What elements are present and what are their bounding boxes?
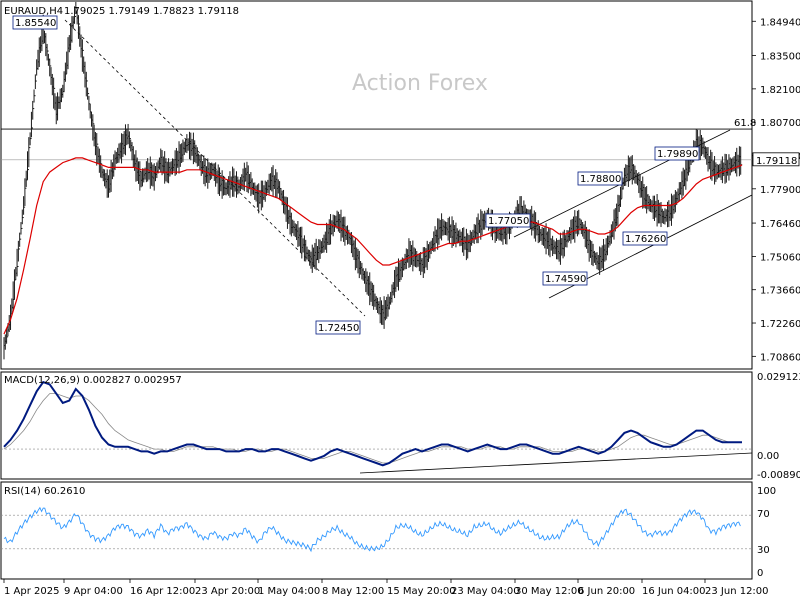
svg-text:1.79890: 1.79890 (657, 149, 698, 160)
macd-trendline (359, 452, 753, 474)
rsi-tick-70: 70 (757, 509, 770, 520)
annotation-swing-4: 1.76260 (622, 231, 668, 246)
annotation-high: 1.85540 (12, 15, 58, 30)
annotation-low: 1.72450 (315, 320, 361, 335)
last-price-tag: 1.79118 (752, 152, 800, 167)
chart-header-symbol: EURAUD,H4 (4, 6, 63, 17)
svg-text:1.74590: 1.74590 (545, 274, 586, 285)
rsi-line (3, 506, 741, 553)
time-tick-label: 1 Apr 2025 (4, 586, 59, 597)
price-tick-label: 1.73660 (760, 286, 800, 297)
macd-signal-line (3, 393, 742, 464)
falling-dashed-trendline (64, 19, 366, 317)
annotation-swing-5: 1.79890 (654, 146, 700, 161)
chart-header-quote: 1.79025 1.79149 1.78823 1.79118 (64, 6, 239, 17)
svg-text:1.85540: 1.85540 (15, 18, 56, 29)
annotation-swing-1: 1.77050 (485, 213, 531, 228)
time-tick-label: 23 Apr 20:00 (195, 586, 260, 597)
time-tick-label: 1 May 04:00 (258, 586, 320, 597)
rsi-tick-30: 30 (757, 545, 770, 556)
time-tick-label: 23 May 04:00 (451, 586, 520, 597)
time-axis: 1 Apr 2025 9 Apr 04:00 16 Apr 12:00 23 Apr … (3, 579, 769, 597)
price-tick-label: 1.70860 (760, 352, 800, 363)
time-tick-label: 23 Jun 12:00 (705, 586, 769, 597)
time-tick-label: 16 Jun 04:00 (642, 586, 706, 597)
macd-tick-top: 0.029123 (757, 372, 800, 383)
rsi-tick-100: 100 (757, 486, 776, 497)
time-tick-label: 16 Apr 12:00 (130, 586, 195, 597)
svg-text:1.78800: 1.78800 (580, 174, 621, 185)
watermark: Action Forex (352, 71, 488, 96)
time-tick-label: 6 Jun 20:00 (578, 586, 635, 597)
annotation-swing-3: 1.78800 (577, 171, 623, 186)
price-tick-label: 1.75060 (760, 252, 800, 263)
price-tick-label: 1.84940 (760, 17, 800, 28)
fib-61.8-label: 61.8 (734, 118, 756, 129)
svg-text:1.72450: 1.72450 (318, 323, 359, 334)
price-tick-label: 1.83500 (760, 52, 800, 63)
time-tick-label: 15 May 20:00 (387, 586, 456, 597)
price-pane[interactable]: Action Forex 1.84940 1.83500 1.82100 1.8070… (0, 0, 800, 370)
annotation-swing-2: 1.74590 (542, 271, 588, 286)
macd-title: MACD(12,26,9) 0.002827 0.002957 (4, 375, 182, 386)
rsi-title: RSI(14) 60.2610 (4, 486, 85, 497)
price-tick-label: 1.77900 (760, 185, 800, 196)
macd-line (3, 380, 742, 467)
macd-tick-bottom: -0.008901 (757, 470, 800, 481)
rsi-tick-0: 0 (757, 568, 763, 579)
price-tick-label: 1.72260 (760, 319, 800, 330)
price-tick-label: 1.82100 (760, 85, 800, 96)
price-tick-label: 1.76460 (760, 219, 800, 230)
svg-text:1.77050: 1.77050 (488, 216, 529, 227)
time-tick-label: 9 Apr 04:00 (64, 586, 123, 597)
macd-pane[interactable]: MACD(12,26,9) 0.002827 0.002957 0.029123… (0, 371, 800, 481)
svg-text:1.76260: 1.76260 (625, 234, 666, 245)
price-tick-label: 1.80700 (760, 118, 800, 129)
macd-tick-zero: 0.00 (757, 451, 779, 462)
time-tick-label: 30 May 12:00 (515, 586, 584, 597)
rsi-pane[interactable]: RSI(14) 60.2610 100 70 30 0 (0, 481, 776, 580)
svg-text:1.79118: 1.79118 (756, 156, 797, 167)
moving-average-line (3, 157, 743, 335)
time-tick-label: 8 May 12:00 (322, 586, 384, 597)
